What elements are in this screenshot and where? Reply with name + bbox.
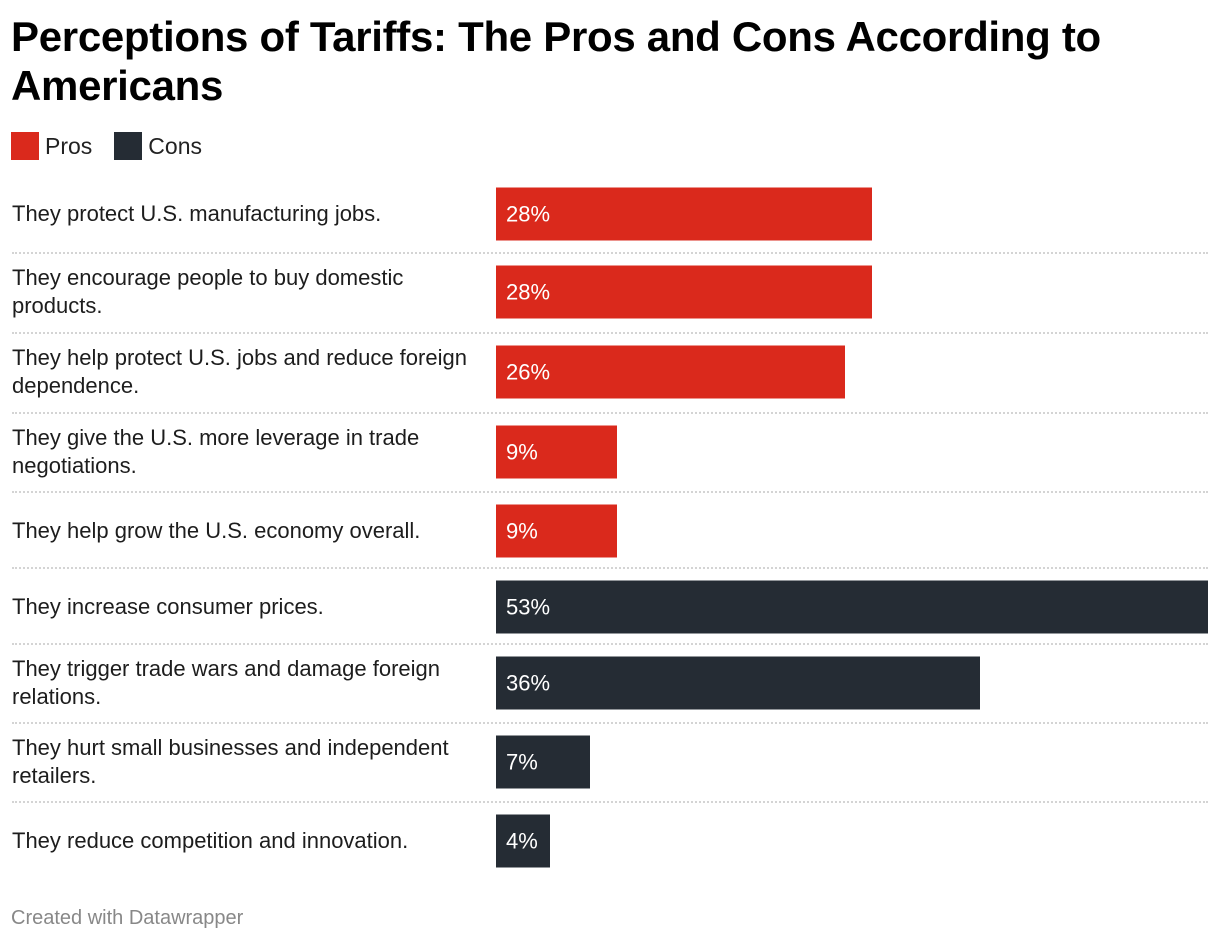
bar-category-label: They help grow the U.S. economy overall. bbox=[12, 518, 421, 543]
legend-item-pros: Pros bbox=[11, 132, 92, 160]
bar-pros: 28% bbox=[496, 187, 872, 241]
bar-row: They reduce competition and innovation. 4… bbox=[0, 802, 1220, 880]
bar-category-label: They give the U.S. more leverage in trad… bbox=[12, 425, 420, 478]
row-divider bbox=[12, 801, 1208, 803]
bar-cons: 36% bbox=[496, 656, 980, 710]
row-divider bbox=[12, 722, 1208, 724]
bar-value-label: 7% bbox=[506, 749, 538, 774]
bar-cons: 7% bbox=[496, 735, 590, 789]
bar-row: They protect U.S. manufacturing jobs. 28% bbox=[0, 175, 1220, 253]
legend-swatch-cons bbox=[114, 132, 143, 160]
bar-value-label: 9% bbox=[506, 439, 538, 464]
bar-cons: 53% bbox=[496, 580, 1208, 634]
bar-row: They increase consumer prices. 53% bbox=[0, 568, 1220, 646]
bar-category-label: They protect U.S. manufacturing jobs. bbox=[12, 201, 382, 226]
bar-category-label: They reduce competition and innovation. bbox=[12, 828, 409, 853]
row-divider bbox=[12, 252, 1208, 254]
bar-pros: 9% bbox=[496, 425, 617, 479]
bar-category-label: They increase consumer prices. bbox=[12, 594, 324, 619]
bar-value-label: 26% bbox=[506, 359, 551, 384]
bar-row: They hurt small businesses and independe… bbox=[0, 723, 1220, 801]
chart-title: Perceptions of Tariffs: The Pros and Con… bbox=[11, 13, 1101, 109]
bar-pros: 26% bbox=[496, 345, 845, 399]
legend-label-cons: Cons bbox=[148, 132, 202, 159]
bar-category-label: They trigger trade wars and damage forei… bbox=[12, 656, 441, 709]
bar-value-label: 36% bbox=[506, 670, 551, 695]
bar-row: They help protect U.S. jobs and reduce f… bbox=[0, 333, 1220, 411]
bar-value-label: 9% bbox=[506, 518, 538, 543]
bar-pros: 9% bbox=[496, 504, 617, 558]
legend-label-pros: Pros bbox=[45, 132, 93, 159]
legend-swatch-pros bbox=[11, 132, 39, 160]
bar-value-label: 53% bbox=[506, 594, 551, 619]
bar-category-label: They encourage people to buy domestic pr… bbox=[12, 265, 404, 318]
bar-row: They encourage people to buy domestic pr… bbox=[0, 253, 1220, 331]
bar-pros: 28% bbox=[496, 265, 872, 319]
bar-row: They give the U.S. more leverage in trad… bbox=[0, 413, 1220, 491]
footer-credit: Created with Datawrapper bbox=[11, 907, 244, 929]
row-divider bbox=[12, 332, 1208, 334]
legend: Pros Cons bbox=[11, 132, 224, 160]
bar-category-label: They help protect U.S. jobs and reduce f… bbox=[12, 345, 467, 398]
row-divider bbox=[12, 491, 1208, 493]
bar-row: They help grow the U.S. economy overall.… bbox=[0, 492, 1220, 570]
bar-value-label: 28% bbox=[506, 201, 551, 226]
bar-row: They trigger trade wars and damage forei… bbox=[0, 644, 1220, 722]
bar-value-label: 4% bbox=[506, 828, 538, 853]
row-divider bbox=[12, 567, 1208, 569]
row-divider bbox=[12, 412, 1208, 414]
bar-category-label: They hurt small businesses and independe… bbox=[12, 735, 449, 788]
row-divider bbox=[12, 643, 1208, 645]
bar-value-label: 28% bbox=[506, 279, 551, 304]
bar-cons: 4% bbox=[496, 814, 550, 868]
legend-item-cons: Cons bbox=[114, 132, 202, 160]
